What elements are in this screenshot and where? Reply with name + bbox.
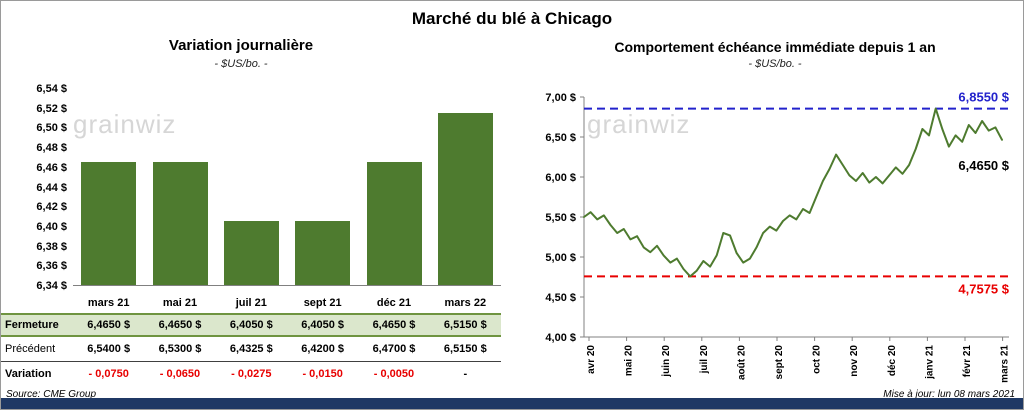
svg-text:7,00 $: 7,00 $ xyxy=(545,92,576,104)
table-cell: déc 21 xyxy=(376,297,412,309)
y-tick-label: 6,54 $ xyxy=(36,83,67,95)
low-label: 4,7575 $ xyxy=(958,281,1009,296)
svg-text:4,00 $: 4,00 $ xyxy=(545,332,576,344)
grainwiz-watermark: grainwiz xyxy=(73,109,177,139)
svg-text:oct 20: oct 20 xyxy=(812,345,823,374)
table-cell: - 0,0050 xyxy=(373,367,415,380)
y-tick-label: 6,34 $ xyxy=(36,280,67,292)
line-chart-panel: Comportement échéance immédiate depuis 1… xyxy=(525,1,1023,409)
svg-text:4,50 $: 4,50 $ xyxy=(545,292,576,304)
bottom-accent-bar xyxy=(1,398,1023,409)
update-note: Mise à jour: lun 08 mars 2021 xyxy=(883,389,1015,400)
table-cell: 6,4650 $ xyxy=(372,319,416,331)
svg-text:août 20: août 20 xyxy=(736,345,747,380)
table-cell: sept 21 xyxy=(303,297,342,309)
line-chart: 7,00 $ 6,50 $ 6,00 $ 5,50 $ 5,00 $ 4,50 $ 4,00… xyxy=(545,90,1011,383)
y-tick-label: 6,50 $ xyxy=(36,122,67,135)
line-chart-subtitle: - $US/bo. - xyxy=(748,58,802,70)
svg-text:janv 21: janv 21 xyxy=(924,345,935,380)
y-tick-label: 6,52 $ xyxy=(36,102,67,115)
bar-chart-y-axis: 6,54 $ 6,52 $ 6,50 $ 6,48 $ 6,46 $ 6,44 $ 6,42… xyxy=(19,83,67,292)
svg-text:mai 20: mai 20 xyxy=(624,345,635,377)
y-tick-label: 6,48 $ xyxy=(36,142,67,155)
table-cell: 6,4325 $ xyxy=(229,343,273,355)
table-row: mars 21 mai 21 juil 21 sept 21 déc 21 mars 22 xyxy=(1,293,501,313)
svg-text:avr 20: avr 20 xyxy=(586,345,597,374)
svg-text:6,00 $: 6,00 $ xyxy=(545,172,576,184)
table-row: Précédent 6,5400 $ 6,5300 $ 6,4325 $ 6,4200 … xyxy=(1,337,501,361)
bar-chart-title: Variation journalière xyxy=(168,37,314,54)
table-cell: 6,4650 $ xyxy=(87,319,131,331)
page-title: Marché du blé à Chicago xyxy=(411,9,613,28)
bar-sept 21 xyxy=(295,221,351,285)
table-cell: 6,4650 $ xyxy=(158,319,202,331)
table-cell: 6,5150 $ xyxy=(443,343,487,355)
bar-juil 21 xyxy=(223,221,279,285)
table-cell: 6,4700 $ xyxy=(372,343,416,355)
grainwiz-watermark: grainwiz xyxy=(587,109,691,139)
svg-text:nov 20: nov 20 xyxy=(849,345,860,377)
table-cell: - 0,0650 xyxy=(159,367,201,380)
svg-text:sept 20: sept 20 xyxy=(774,345,785,380)
table-cell: - xyxy=(463,367,468,380)
line-chart-title: Comportement échéance immédiate depuis 1… xyxy=(614,39,936,55)
row-label: Précédent xyxy=(5,343,56,355)
last-price-label: 6,4650 $ xyxy=(958,158,1009,173)
table-cell: - 0,0750 xyxy=(88,367,129,380)
svg-text:6,50 $: 6,50 $ xyxy=(545,132,576,144)
bar-déc 21 xyxy=(366,161,422,285)
table-row: Fermeture 6,4650 $ 6,4650 $ 6,4050 $ 6,4050 … xyxy=(1,313,501,337)
table-cell: - 0,0275 xyxy=(231,367,272,380)
y-tick-label: 6,42 $ xyxy=(36,201,67,214)
table-cell: 6,4050 $ xyxy=(301,319,345,331)
svg-text:juil 20: juil 20 xyxy=(699,345,710,375)
table-cell: 6,4200 $ xyxy=(301,343,345,355)
svg-text:déc 20: déc 20 xyxy=(887,345,898,377)
table-cell: 6,4050 $ xyxy=(229,319,273,331)
table-row: Variation - 0,0750 - 0,0650 - 0,0275 - 0,015… xyxy=(1,361,501,385)
table-cell: - 0,0150 xyxy=(302,367,343,380)
table-cell: 6,5300 $ xyxy=(158,343,202,355)
y-tick-label: 6,38 $ xyxy=(36,240,67,253)
y-tick-label: 6,46 $ xyxy=(36,161,67,174)
table-cell: 6,5150 $ xyxy=(443,319,487,331)
table-cell: mars 21 xyxy=(87,297,130,309)
svg-text:5,50 $: 5,50 $ xyxy=(545,212,576,224)
svg-text:5,00 $: 5,00 $ xyxy=(545,252,576,264)
row-label: Variation xyxy=(5,367,52,380)
y-tick-label: 6,36 $ xyxy=(36,260,67,273)
bar-chart-panel: Variation journalière - $US/bo. - grainw… xyxy=(1,1,521,409)
table-cell: mai 21 xyxy=(162,297,198,309)
table-cell: 6,5400 $ xyxy=(87,343,131,355)
y-tick-label: 6,44 $ xyxy=(36,181,67,194)
y-tick-label: 6,40 $ xyxy=(36,220,67,233)
price-table: mars 21 mai 21 juil 21 sept 21 déc 21 mars 22… xyxy=(1,293,501,385)
bar-mars 21 xyxy=(81,161,137,285)
high-label: 6,8550 $ xyxy=(958,90,1009,105)
row-label: Fermeture xyxy=(5,319,59,331)
source-note: Source: CME Group xyxy=(6,389,97,400)
table-cell: juil 21 xyxy=(235,297,267,309)
svg-text:juin 20: juin 20 xyxy=(661,345,672,378)
bar-chart-subtitle: - $US/bo. - xyxy=(214,58,268,70)
bar-mars 22 xyxy=(437,112,493,285)
bar-chart-plot xyxy=(73,89,501,286)
table-cell: mars 22 xyxy=(444,297,487,309)
svg-text:févr 21: févr 21 xyxy=(962,345,973,378)
svg-text:mars 21: mars 21 xyxy=(1000,345,1011,383)
bar-mai 21 xyxy=(152,161,208,285)
